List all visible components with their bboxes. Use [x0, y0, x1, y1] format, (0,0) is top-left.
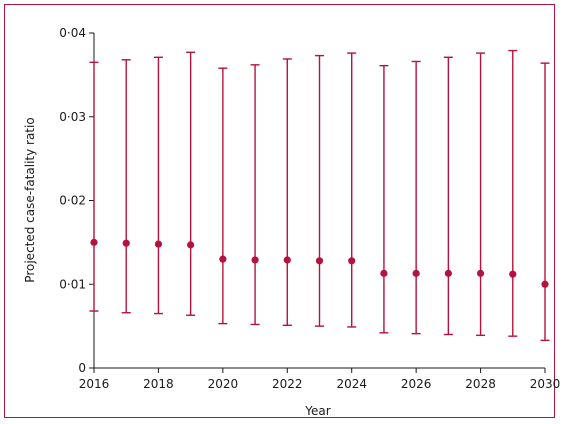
y-tick-label: 0·04	[59, 26, 86, 40]
data-point	[348, 257, 356, 265]
data-point	[380, 269, 388, 277]
data-point	[283, 256, 291, 264]
x-tick-label: 2016	[79, 377, 110, 391]
data-point	[251, 256, 259, 264]
data-point	[154, 240, 163, 248]
data-point	[509, 270, 517, 278]
x-tick-label: 2030	[530, 377, 561, 391]
data-point	[541, 280, 549, 288]
data-point	[219, 255, 227, 263]
data-point	[412, 269, 420, 277]
x-axis-title: Year	[304, 404, 330, 418]
x-tick-label: 2018	[143, 377, 174, 391]
x-tick-label: 2020	[208, 377, 239, 391]
x-tick-label: 2022	[272, 377, 303, 391]
y-axis-title: Projected case-fatality ratio	[23, 117, 37, 282]
y-tick-label: 0	[78, 361, 86, 375]
x-tick-label: 2028	[465, 377, 496, 391]
data-point	[187, 241, 195, 249]
axes: 0 0·01 0·02 0·03 0·04 2016 2018 2020 2022 2024 202…	[59, 26, 560, 391]
data-point	[476, 269, 485, 277]
data-marks	[89, 49, 550, 342]
y-tick-label: 0·03	[59, 110, 86, 124]
data-point	[122, 239, 130, 247]
chart-frame	[4, 4, 555, 418]
data-point	[444, 269, 452, 277]
x-tick-label: 2024	[336, 377, 367, 391]
y-tick-label: 0·01	[59, 277, 86, 291]
data-point	[315, 257, 324, 265]
y-tick-label: 0·02	[59, 194, 86, 208]
data-point	[90, 238, 98, 246]
x-tick-label: 2026	[401, 377, 432, 391]
